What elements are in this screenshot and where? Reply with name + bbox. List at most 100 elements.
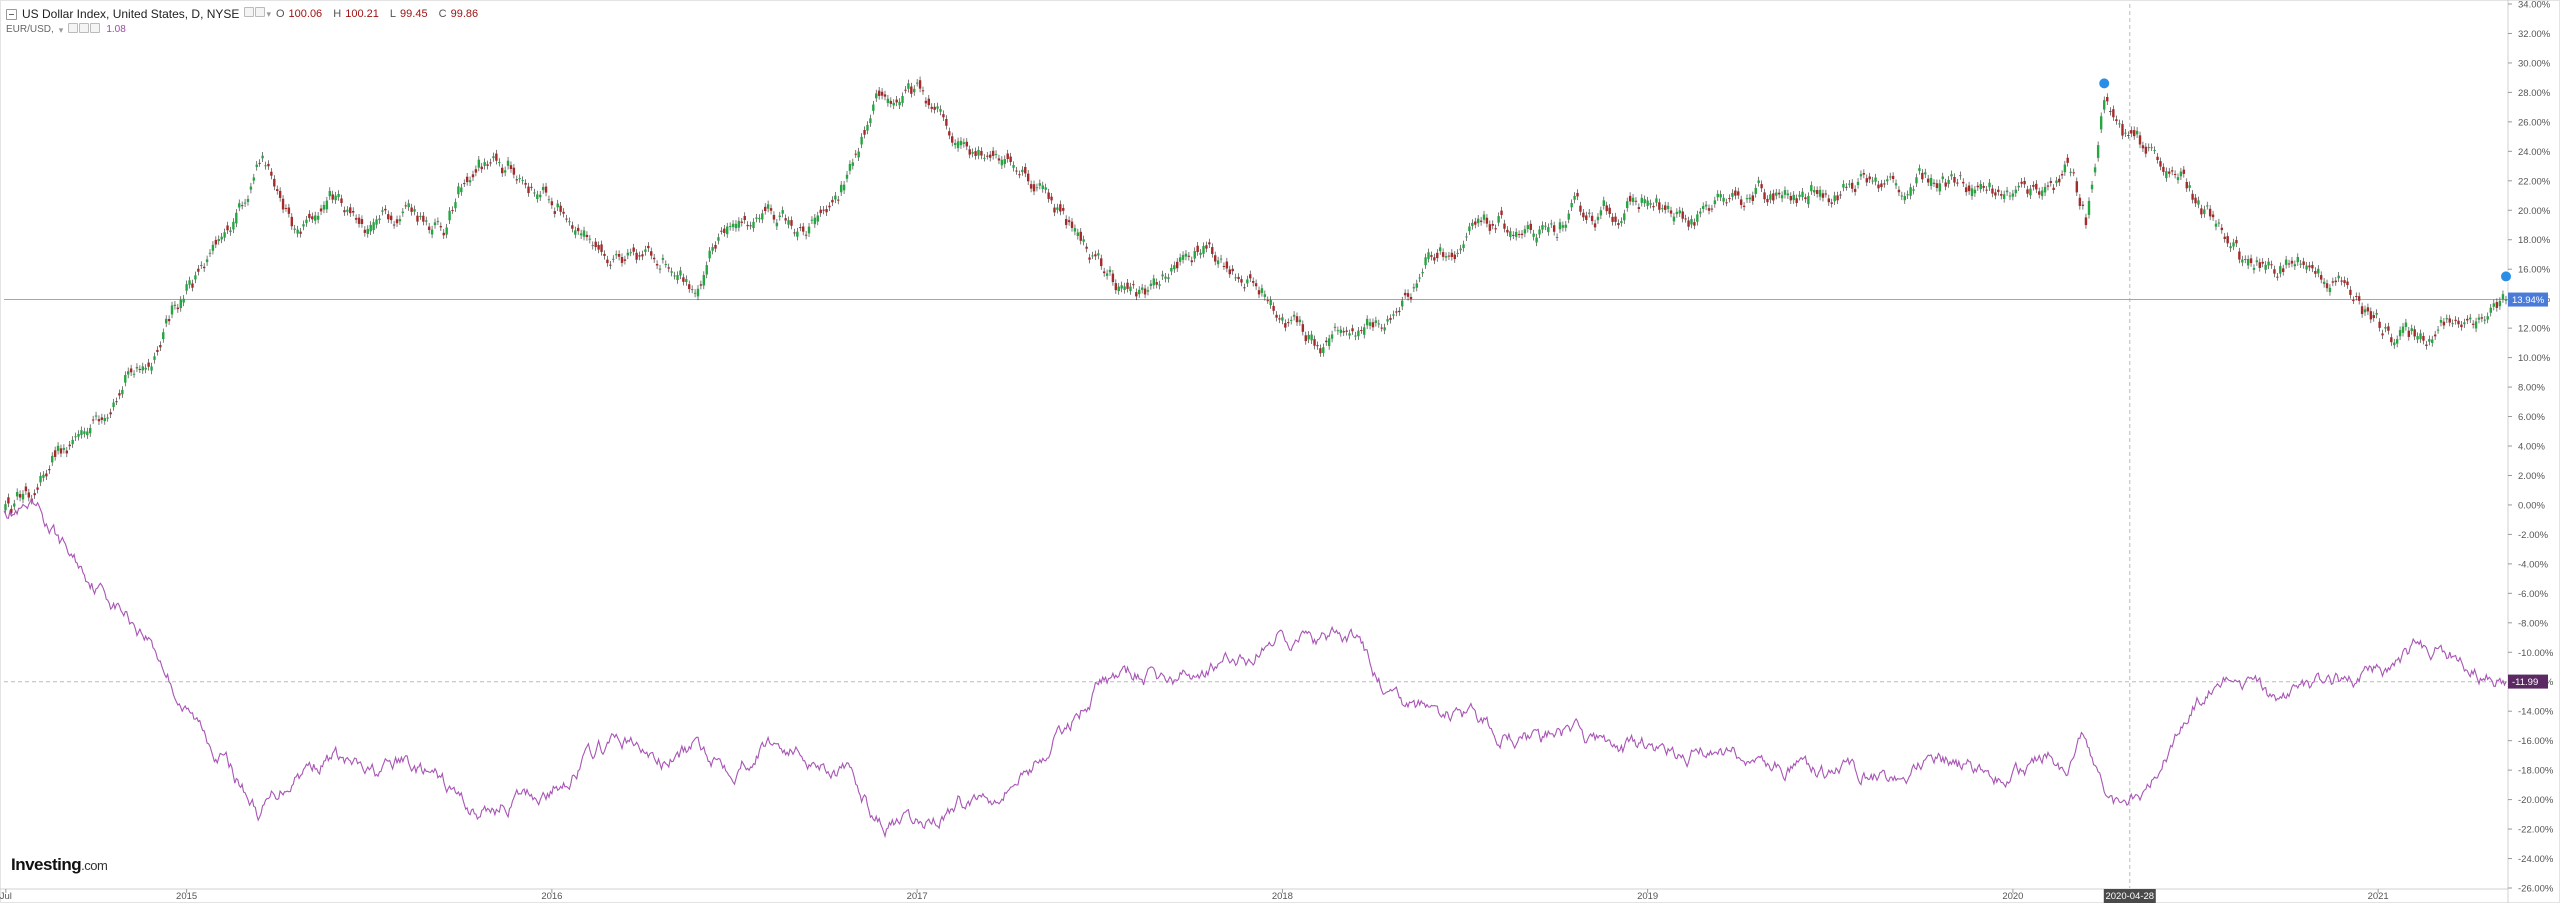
candle bbox=[1313, 339, 1316, 346]
candle bbox=[1985, 189, 1988, 191]
candle bbox=[2504, 299, 2508, 301]
candle bbox=[816, 215, 819, 222]
candle bbox=[1026, 173, 1030, 182]
candle bbox=[1523, 229, 1527, 234]
candle bbox=[977, 149, 980, 156]
y-tick-label: -22.00% bbox=[2518, 825, 2554, 836]
candle bbox=[1254, 283, 1258, 287]
candle bbox=[2081, 204, 2085, 206]
candle bbox=[179, 299, 182, 309]
candle bbox=[1824, 193, 1828, 195]
candle bbox=[1725, 202, 1728, 204]
candle bbox=[708, 250, 711, 259]
candle bbox=[1570, 203, 1573, 208]
candle bbox=[1801, 191, 1804, 197]
compare-chevron-icon[interactable]: ▾ bbox=[58, 25, 64, 35]
candle bbox=[2194, 197, 2197, 204]
candle bbox=[807, 226, 811, 234]
candle bbox=[1488, 224, 1492, 231]
candle bbox=[24, 486, 28, 492]
candle bbox=[1462, 244, 1465, 249]
candle bbox=[214, 239, 218, 245]
candle bbox=[866, 124, 869, 131]
logo-brand: Investing bbox=[11, 855, 82, 874]
compare-settings-icon[interactable] bbox=[79, 23, 90, 33]
candle bbox=[2387, 326, 2390, 331]
candle bbox=[258, 162, 261, 164]
candle bbox=[1073, 228, 1077, 232]
candle bbox=[1436, 252, 1439, 259]
candle bbox=[1590, 215, 1594, 222]
candle bbox=[1751, 195, 1755, 202]
candle bbox=[2182, 169, 2186, 174]
candle bbox=[2197, 200, 2200, 205]
y-tick-label: -14.00% bbox=[2518, 707, 2554, 718]
candle bbox=[200, 264, 203, 266]
ohlc-high-value: 100.21 bbox=[345, 8, 379, 20]
candle bbox=[2165, 171, 2168, 179]
candle bbox=[1041, 185, 1044, 190]
candle bbox=[77, 433, 80, 437]
candle bbox=[1102, 271, 1106, 274]
candle bbox=[758, 217, 761, 220]
candle bbox=[1830, 202, 1833, 204]
candle bbox=[1360, 330, 1363, 332]
candle bbox=[1149, 283, 1153, 287]
candle bbox=[614, 254, 618, 256]
candle bbox=[603, 253, 606, 256]
candle bbox=[1634, 200, 1638, 202]
candle bbox=[468, 180, 472, 183]
candle bbox=[217, 239, 220, 242]
chevron-down-icon[interactable]: ▾ bbox=[266, 9, 271, 19]
event-marker-icon[interactable] bbox=[2098, 77, 2111, 90]
candle bbox=[410, 207, 413, 212]
candle bbox=[1789, 195, 1793, 201]
candle bbox=[1427, 252, 1430, 259]
candle bbox=[1441, 252, 1445, 257]
candle bbox=[182, 298, 185, 303]
candle bbox=[62, 447, 66, 450]
candle bbox=[2206, 205, 2209, 207]
candle bbox=[10, 508, 13, 513]
candle bbox=[2372, 315, 2375, 319]
settings-icon[interactable] bbox=[255, 7, 266, 17]
candle bbox=[471, 174, 475, 178]
candle bbox=[86, 431, 89, 436]
candle bbox=[1205, 245, 1208, 249]
candle bbox=[1827, 198, 1831, 203]
compare-eye-icon[interactable] bbox=[68, 23, 79, 33]
eye-icon[interactable] bbox=[244, 7, 255, 17]
candle bbox=[252, 177, 256, 181]
candle bbox=[524, 182, 527, 185]
compare-remove-icon[interactable] bbox=[90, 23, 101, 33]
candle bbox=[2147, 147, 2150, 149]
event-marker-icon[interactable] bbox=[2500, 270, 2512, 283]
candle bbox=[2020, 181, 2023, 184]
candle bbox=[21, 493, 25, 500]
investing-logo: Investing.com bbox=[11, 855, 108, 875]
candle bbox=[845, 174, 849, 179]
candle bbox=[290, 216, 294, 227]
candle bbox=[1661, 208, 1664, 210]
candle bbox=[784, 218, 787, 221]
candle bbox=[1000, 159, 1004, 166]
candle bbox=[1336, 330, 1340, 332]
candle bbox=[2355, 296, 2358, 298]
collapse-legend-icon[interactable] bbox=[6, 8, 17, 20]
candle bbox=[2401, 326, 2405, 333]
candle bbox=[910, 86, 913, 94]
candle bbox=[2390, 337, 2393, 343]
candle bbox=[2090, 184, 2094, 190]
candle bbox=[2276, 276, 2279, 278]
candle bbox=[1129, 286, 1132, 292]
candle bbox=[2416, 336, 2419, 340]
candle bbox=[302, 224, 305, 227]
candle bbox=[647, 245, 650, 249]
candle bbox=[1325, 340, 1328, 343]
candle bbox=[226, 225, 229, 231]
candle bbox=[2460, 324, 2463, 328]
candle bbox=[1319, 348, 1322, 354]
candle bbox=[968, 149, 971, 155]
candle bbox=[2035, 183, 2038, 190]
